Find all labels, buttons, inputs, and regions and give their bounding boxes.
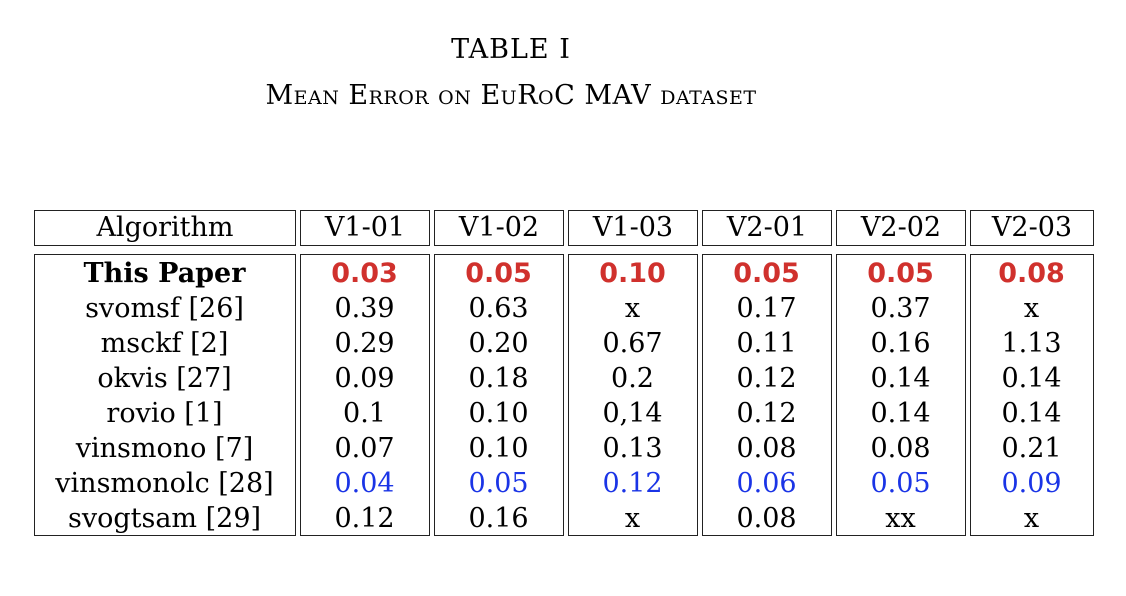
table-cell: 0.04	[334, 468, 395, 499]
table-column: 0.05 0.17 0.11 0.12 0.12 0.08 0.06 0.08	[702, 254, 832, 536]
column-header-algorithm: Algorithm	[34, 210, 296, 246]
table-cell: 0.39	[334, 293, 395, 324]
table-cell: 0.03	[331, 258, 398, 289]
table-cell: 0.14	[1001, 398, 1062, 429]
table-column: 0.08 x 1.13 0.14 0.14 0.21 0.09 x	[970, 254, 1094, 536]
table-cell: x	[624, 293, 641, 324]
table-cell: 0.08	[870, 433, 931, 464]
table-cell: 1.13	[1001, 328, 1062, 359]
table-body: This Paper svomsf [26] msckf [2] okvis [27]…	[34, 254, 1094, 536]
table-column: 0.05 0.63 0.20 0.18 0.10 0.10 0.05 0.16	[434, 254, 564, 536]
algorithm-name: svomsf [26]	[85, 293, 244, 324]
table-cell: x	[1023, 503, 1040, 534]
table-cell: 0.08	[998, 258, 1065, 289]
table-cell: 0.08	[736, 433, 797, 464]
algorithm-name: vinsmonolc [28]	[55, 468, 274, 499]
table-column: 0.03 0.39 0.29 0.09 0.1 0.07 0.04 0.12	[300, 254, 430, 536]
table-cell: xx	[885, 503, 916, 534]
column-header-v1-01: V1-01	[300, 210, 430, 246]
table-cell: 0.05	[870, 468, 931, 499]
table-cell: 0.11	[736, 328, 797, 359]
table-cell: 0,14	[602, 398, 663, 429]
algorithm-name: This Paper	[83, 258, 246, 289]
column-header-v1-03: V1-03	[568, 210, 698, 246]
table-cell: 0.21	[1001, 433, 1062, 464]
table-cell: 0.12	[334, 503, 395, 534]
table-cell: 0.10	[468, 398, 529, 429]
table-cell: 0.63	[468, 293, 529, 324]
column-header-v2-03: V2-03	[970, 210, 1094, 246]
table-cell: 0.05	[468, 468, 529, 499]
table-cell: 0.17	[736, 293, 797, 324]
table-cell: 0.10	[468, 433, 529, 464]
table-cell: 0.09	[1001, 468, 1062, 499]
table-label: TABLE I	[451, 34, 571, 65]
table-cell: 0.14	[1001, 363, 1062, 394]
table-cell: 0.16	[870, 328, 931, 359]
table-column: 0.05 0.37 0.16 0.14 0.14 0.08 0.05 xx	[836, 254, 966, 536]
table-cell: 0.18	[468, 363, 529, 394]
table-cell: 0.67	[602, 328, 663, 359]
table-cell: x	[624, 503, 641, 534]
table-column: 0.10 x 0.67 0.2 0,14 0.13 0.12 x	[568, 254, 698, 536]
column-header-v2-01: V2-01	[702, 210, 832, 246]
table-cell: 0.14	[870, 363, 931, 394]
table-cell: 0.13	[602, 433, 663, 464]
table-cell: 0.37	[870, 293, 931, 324]
algorithm-name: vinsmono [7]	[75, 433, 254, 464]
table-cell: 0.20	[468, 328, 529, 359]
table-cell: 0.12	[736, 363, 797, 394]
algorithm-name: msckf [2]	[100, 328, 229, 359]
table-header-row: Algorithm V1-01 V1-02 V1-03 V2-01 V2-02 V2-03	[34, 210, 1094, 248]
table-cell: x	[1023, 293, 1040, 324]
algorithm-name: svogtsam [29]	[67, 503, 262, 534]
table-cell: 0.05	[867, 258, 934, 289]
table-cell: 0.14	[870, 398, 931, 429]
table-cell: 0.2	[611, 363, 654, 394]
table-cell: 0.12	[736, 398, 797, 429]
table-cell: 0.05	[733, 258, 800, 289]
table-cell: 0.16	[468, 503, 529, 534]
algorithm-name: rovio [1]	[106, 398, 223, 429]
table-cell: 0.12	[602, 468, 663, 499]
table-cell: 0.29	[334, 328, 395, 359]
table-cell: 0.07	[334, 433, 395, 464]
column-header-v2-02: V2-02	[836, 210, 966, 246]
algorithm-name: okvis [27]	[97, 363, 232, 394]
table-column: This Paper svomsf [26] msckf [2] okvis [27]…	[34, 254, 296, 536]
table-cell: 0.09	[334, 363, 395, 394]
table-title: Mean Error on EuRoC MAV dataset	[265, 80, 757, 111]
column-header-v1-02: V1-02	[434, 210, 564, 246]
table-cell: 0.06	[736, 468, 797, 499]
table-cell: 0.05	[465, 258, 532, 289]
table-cell: 0.08	[736, 503, 797, 534]
table-cell: 0.1	[343, 398, 386, 429]
table-cell: 0.10	[599, 258, 666, 289]
